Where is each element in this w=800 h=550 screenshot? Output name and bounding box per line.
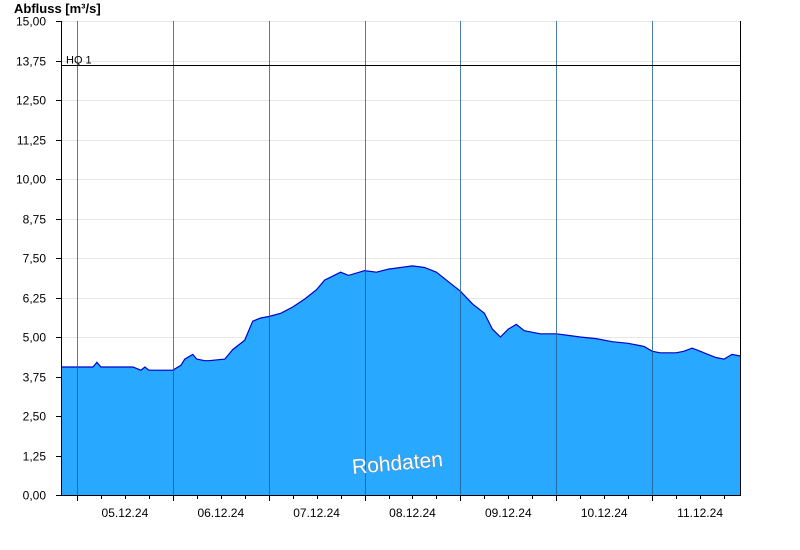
x-axis-ticks: 05.12.24 06.12.24 07.12.24 08.12.24 09.12.24…	[77, 495, 725, 520]
y-tick-label: 13,75	[16, 55, 46, 69]
day-separator-lines	[77, 21, 653, 495]
y-tick-label: 3,75	[23, 371, 47, 385]
y-tick-label: 11,25	[17, 134, 46, 148]
y-tick-label: 10,00	[16, 173, 46, 187]
y-tick-label: 15,00	[16, 15, 46, 29]
x-tick-label: 08.12.24	[389, 506, 436, 520]
y-tick-label: 5,00	[23, 331, 47, 345]
x-tick-label: 11.12.24	[677, 506, 723, 520]
y-tick-label: 12,50	[16, 94, 46, 108]
y-tick-label: 8,75	[23, 213, 47, 227]
y-tick-label: 1,25	[23, 450, 47, 464]
y-tick-label: 7,50	[23, 252, 47, 266]
y-axis-title: Abfluss [m³/s]	[14, 1, 101, 16]
plot-frame	[61, 21, 741, 496]
x-tick-label: 07.12.24	[293, 506, 340, 520]
x-tick-label: 06.12.24	[197, 506, 244, 520]
y-tick-label: 6,25	[23, 292, 47, 306]
y-axis-ticks: 0,00 1,25 2,50 3,75 5,00 6,25 7,50 8,75 10,00 11,…	[16, 15, 61, 503]
x-tick-label: 10.12.24	[581, 506, 628, 520]
x-tick-label: 09.12.24	[485, 506, 532, 520]
discharge-line	[61, 265, 741, 371]
discharge-area	[61, 265, 740, 495]
y-tick-label: 2,50	[23, 410, 47, 424]
x-tick-label: 05.12.24	[102, 506, 149, 520]
hq1-threshold-label: HQ 1	[66, 55, 92, 67]
y-tick-label: 0,00	[23, 489, 47, 503]
